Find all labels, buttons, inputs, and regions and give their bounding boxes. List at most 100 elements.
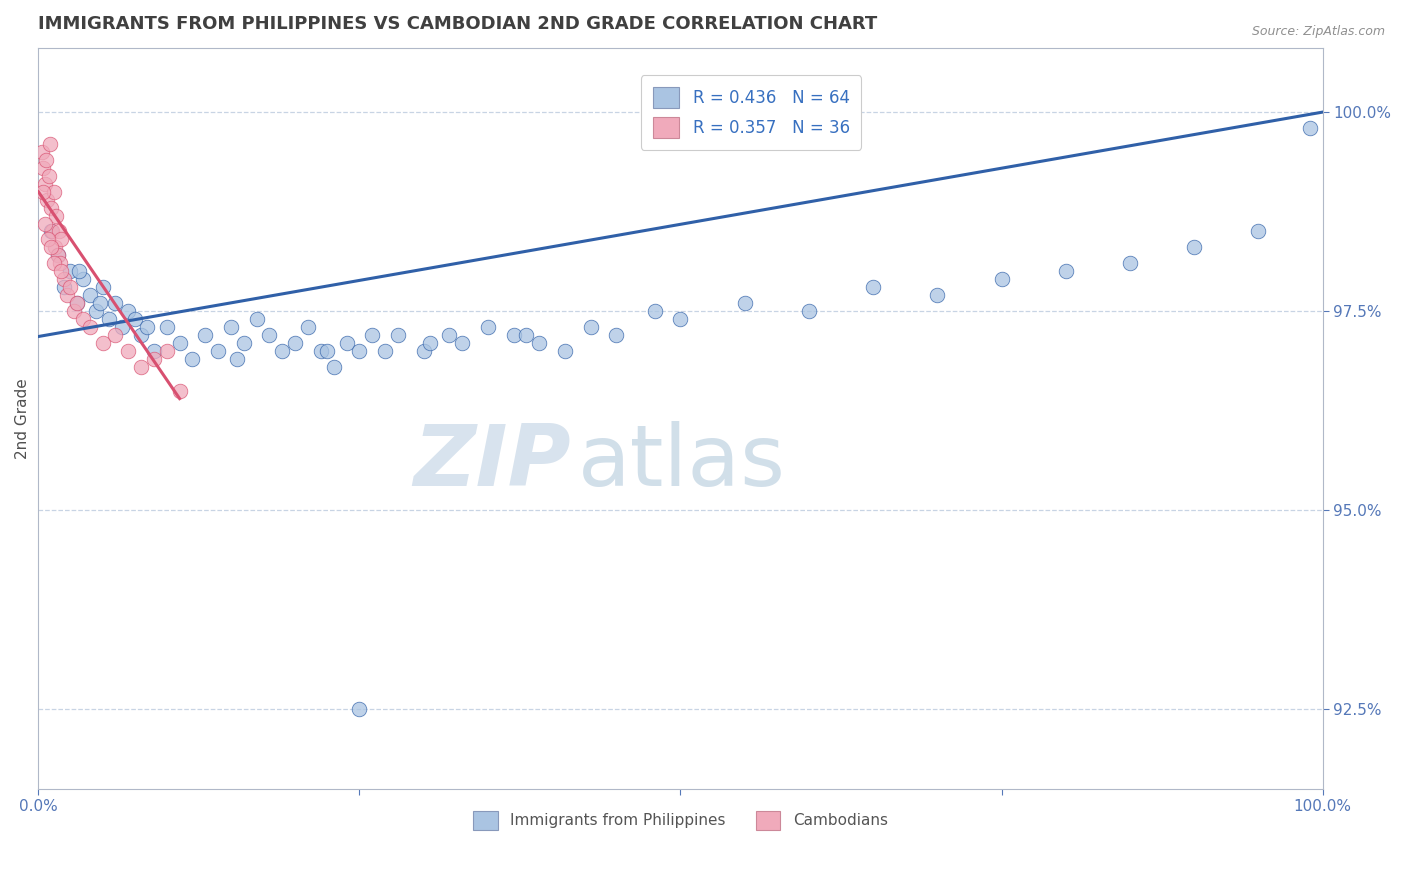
Point bbox=[259, 327, 281, 342]
Text: ZIP: ZIP bbox=[413, 421, 571, 504]
Point bbox=[129, 359, 152, 374]
Point bbox=[527, 335, 550, 350]
Point bbox=[374, 343, 396, 358]
Point bbox=[181, 351, 204, 366]
Point bbox=[579, 320, 602, 334]
Point bbox=[194, 327, 217, 342]
Y-axis label: 2nd Grade: 2nd Grade bbox=[15, 378, 30, 458]
Point bbox=[59, 280, 82, 294]
Point bbox=[37, 193, 59, 207]
Point bbox=[63, 304, 86, 318]
Point bbox=[502, 327, 524, 342]
Point bbox=[35, 153, 58, 167]
Point bbox=[284, 335, 307, 350]
Point bbox=[1119, 256, 1142, 270]
Legend: Immigrants from Philippines, Cambodians: Immigrants from Philippines, Cambodians bbox=[467, 805, 894, 837]
Point bbox=[419, 335, 441, 350]
Point bbox=[46, 248, 69, 262]
Point bbox=[44, 256, 66, 270]
Point bbox=[59, 264, 82, 278]
Point bbox=[34, 177, 56, 191]
Point bbox=[91, 335, 114, 350]
Point bbox=[48, 225, 70, 239]
Point bbox=[32, 161, 55, 175]
Point bbox=[84, 304, 107, 318]
Point bbox=[644, 304, 666, 318]
Point bbox=[72, 272, 94, 286]
Point bbox=[1299, 121, 1322, 136]
Point bbox=[55, 288, 77, 302]
Text: atlas: atlas bbox=[578, 421, 786, 504]
Point bbox=[207, 343, 229, 358]
Point bbox=[605, 327, 627, 342]
Point bbox=[862, 280, 884, 294]
Point bbox=[1182, 240, 1205, 254]
Point bbox=[412, 343, 434, 358]
Point bbox=[669, 312, 692, 326]
Point bbox=[156, 343, 179, 358]
Point bbox=[104, 296, 127, 310]
Point bbox=[38, 169, 60, 183]
Point bbox=[349, 702, 371, 716]
Point bbox=[515, 327, 537, 342]
Point bbox=[142, 351, 165, 366]
Point bbox=[124, 312, 146, 326]
Point bbox=[66, 296, 89, 310]
Point bbox=[67, 264, 90, 278]
Point bbox=[554, 343, 576, 358]
Point bbox=[41, 225, 63, 239]
Point bbox=[91, 280, 114, 294]
Point bbox=[89, 296, 111, 310]
Point bbox=[439, 327, 461, 342]
Point bbox=[451, 335, 474, 350]
Point bbox=[49, 256, 72, 270]
Point bbox=[927, 288, 949, 302]
Point bbox=[142, 343, 165, 358]
Point bbox=[53, 272, 76, 286]
Point bbox=[1247, 225, 1270, 239]
Point bbox=[117, 343, 139, 358]
Point bbox=[39, 240, 62, 254]
Point bbox=[361, 327, 384, 342]
Point bbox=[79, 320, 101, 334]
Point bbox=[39, 225, 62, 239]
Point bbox=[66, 296, 89, 310]
Point bbox=[349, 343, 371, 358]
Point bbox=[335, 335, 357, 350]
Point bbox=[46, 248, 69, 262]
Point bbox=[136, 320, 159, 334]
Point bbox=[297, 320, 319, 334]
Text: Source: ZipAtlas.com: Source: ZipAtlas.com bbox=[1251, 25, 1385, 38]
Point bbox=[111, 320, 134, 334]
Point bbox=[477, 320, 499, 334]
Point bbox=[104, 327, 127, 342]
Point bbox=[31, 185, 53, 199]
Point bbox=[309, 343, 332, 358]
Point bbox=[42, 185, 65, 199]
Point bbox=[37, 232, 59, 246]
Point bbox=[53, 280, 76, 294]
Point bbox=[129, 327, 152, 342]
Point bbox=[797, 304, 820, 318]
Point bbox=[387, 327, 409, 342]
Point bbox=[156, 320, 179, 334]
Point bbox=[271, 343, 294, 358]
Point bbox=[51, 232, 73, 246]
Point bbox=[38, 136, 60, 151]
Point bbox=[98, 312, 121, 326]
Point bbox=[219, 320, 242, 334]
Point bbox=[1054, 264, 1077, 278]
Point bbox=[45, 209, 67, 223]
Point bbox=[226, 351, 249, 366]
Point bbox=[169, 335, 191, 350]
Point bbox=[246, 312, 269, 326]
Point bbox=[232, 335, 254, 350]
Point bbox=[117, 304, 139, 318]
Point bbox=[34, 217, 56, 231]
Point bbox=[322, 359, 344, 374]
Point bbox=[72, 312, 94, 326]
Point bbox=[169, 384, 191, 398]
Text: IMMIGRANTS FROM PHILIPPINES VS CAMBODIAN 2ND GRADE CORRELATION CHART: IMMIGRANTS FROM PHILIPPINES VS CAMBODIAN… bbox=[38, 15, 877, 33]
Point bbox=[734, 296, 756, 310]
Point bbox=[44, 240, 66, 254]
